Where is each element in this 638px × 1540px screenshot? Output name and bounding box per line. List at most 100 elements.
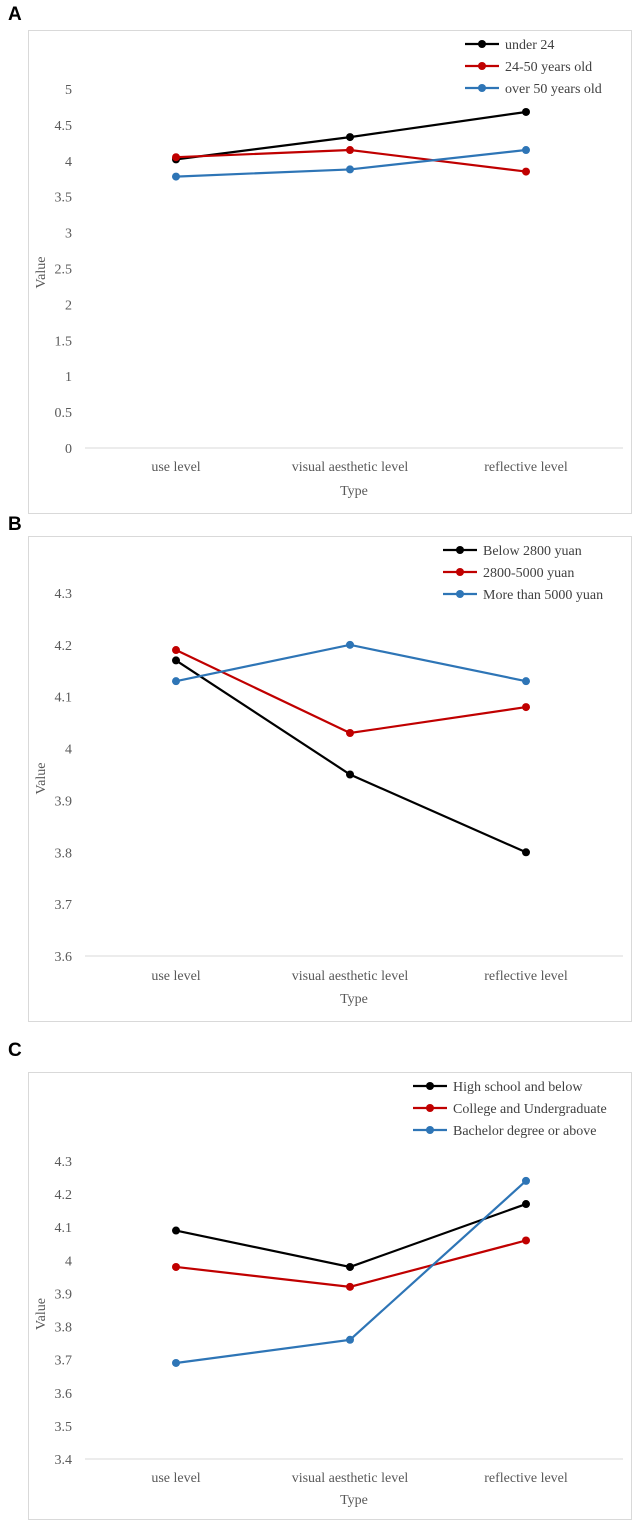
data-point-a-1-0 bbox=[172, 153, 180, 162]
y-tick-label-c-8: 4.2 bbox=[55, 1188, 73, 1203]
x-tick-label-a-1: visual aesthetic level bbox=[292, 460, 409, 475]
legend-label-a-2: over 50 years old bbox=[505, 82, 602, 97]
data-point-b-2-0 bbox=[172, 677, 180, 686]
y-tick-label-b-2: 3.8 bbox=[55, 846, 73, 861]
y-tick-label-a-2: 1 bbox=[65, 370, 72, 385]
legend-marker-a-1 bbox=[478, 62, 486, 70]
legend-marker-a-2 bbox=[478, 84, 486, 92]
data-point-c-0-1 bbox=[346, 1262, 354, 1271]
y-tick-label-c-5: 3.9 bbox=[55, 1287, 73, 1302]
data-point-c-0-0 bbox=[172, 1226, 180, 1235]
legend-label-a-0: under 24 bbox=[505, 38, 554, 53]
legend-marker-c-2 bbox=[426, 1126, 434, 1134]
legend-label-c-1: College and Undergraduate bbox=[453, 1102, 607, 1117]
legend-marker-b-2 bbox=[456, 590, 464, 598]
data-point-a-0-1 bbox=[346, 133, 354, 142]
x-tick-label-a-2: reflective level bbox=[484, 460, 568, 475]
data-point-b-0-0 bbox=[172, 656, 180, 665]
y-axis-title-b: Value bbox=[34, 763, 49, 795]
y-tick-label-c-9: 4.3 bbox=[55, 1155, 73, 1170]
y-tick-label-a-5: 2.5 bbox=[55, 263, 73, 278]
x-axis-title-b: Type bbox=[340, 992, 368, 1007]
chart-a-plot: 0 0.5 1 1.5 2 2.5 3 3.5 4 4.5 5 use level visual aes… bbox=[34, 38, 623, 499]
legend-label-a-1: 24-50 years old bbox=[505, 60, 592, 75]
y-tick-label-c-3: 3.7 bbox=[55, 1354, 73, 1369]
legend-marker-b-1 bbox=[456, 568, 464, 576]
legend-label-c-2: Bachelor degree or above bbox=[453, 1124, 596, 1139]
chart-c: 3.4 3.5 3.6 3.7 3.8 3.9 4 4.1 4.2 4.3 use level vis… bbox=[28, 1072, 632, 1520]
legend-marker-c-1 bbox=[426, 1104, 434, 1112]
y-tick-label-c-0: 3.4 bbox=[55, 1453, 73, 1468]
x-tick-label-a-0: use level bbox=[151, 460, 200, 475]
data-point-c-1-1 bbox=[346, 1282, 354, 1291]
data-point-c-1-0 bbox=[172, 1262, 180, 1271]
data-point-c-1-2 bbox=[522, 1236, 530, 1245]
y-tick-label-a-6: 3 bbox=[65, 227, 72, 242]
data-point-a-0-2 bbox=[522, 107, 530, 116]
chart-b: 3.6 3.7 3.8 3.9 4 4.1 4.2 4.3 use level visual ae… bbox=[28, 536, 632, 1022]
y-tick-label-a-7: 3.5 bbox=[55, 191, 73, 206]
chart-b-plot: 3.6 3.7 3.8 3.9 4 4.1 4.2 4.3 use level visual ae… bbox=[34, 544, 623, 1007]
data-point-a-2-2 bbox=[522, 146, 530, 155]
chart-a: 0 0.5 1 1.5 2 2.5 3 3.5 4 4.5 5 use level visual aes… bbox=[28, 30, 632, 514]
series-line-c-0 bbox=[175, 1203, 527, 1269]
data-point-c-2-1 bbox=[346, 1335, 354, 1344]
data-point-b-0-2 bbox=[522, 848, 530, 857]
y-tick-label-b-5: 4.1 bbox=[55, 691, 73, 706]
data-point-a-1-1 bbox=[346, 146, 354, 155]
panel-letter-a: A bbox=[8, 4, 22, 25]
data-point-a-1-2 bbox=[522, 167, 530, 176]
x-tick-label-c-2: reflective level bbox=[484, 1471, 568, 1486]
legend-label-b-2: More than 5000 yuan bbox=[483, 588, 603, 603]
legend-label-b-0: Below 2800 yuan bbox=[483, 544, 582, 559]
x-tick-label-b-2: reflective level bbox=[484, 969, 568, 984]
y-tick-label-b-4: 4 bbox=[65, 743, 72, 758]
data-point-b-1-0 bbox=[172, 646, 180, 655]
y-tick-label-a-9: 4.5 bbox=[55, 119, 73, 134]
x-tick-label-b-0: use level bbox=[151, 969, 200, 984]
data-point-b-1-1 bbox=[346, 729, 354, 738]
y-tick-label-c-2: 3.6 bbox=[55, 1387, 73, 1402]
x-tick-label-c-1: visual aesthetic level bbox=[292, 1471, 409, 1486]
x-axis-title-a: Type bbox=[340, 484, 368, 499]
x-tick-label-b-1: visual aesthetic level bbox=[292, 969, 409, 984]
y-tick-label-b-6: 4.2 bbox=[55, 639, 73, 654]
y-tick-label-c-6: 4 bbox=[65, 1254, 72, 1269]
legend-label-b-1: 2800-5000 yuan bbox=[483, 566, 574, 581]
data-point-c-2-2 bbox=[522, 1176, 530, 1185]
data-point-a-2-1 bbox=[346, 165, 354, 174]
panel-letter-c: C bbox=[8, 1040, 22, 1061]
y-tick-label-a-0: 0 bbox=[65, 442, 72, 457]
data-point-b-0-1 bbox=[346, 770, 354, 779]
data-point-b-2-2 bbox=[522, 677, 530, 686]
y-tick-label-a-3: 1.5 bbox=[55, 334, 73, 349]
chart-c-plot: 3.4 3.5 3.6 3.7 3.8 3.9 4 4.1 4.2 4.3 use level vis… bbox=[34, 1080, 623, 1508]
data-point-c-2-0 bbox=[172, 1358, 180, 1367]
series-line-b-1 bbox=[175, 649, 527, 735]
y-tick-label-c-4: 3.8 bbox=[55, 1321, 73, 1336]
x-axis-title-c: Type bbox=[340, 1493, 368, 1508]
y-tick-label-b-1: 3.7 bbox=[55, 898, 73, 913]
y-tick-label-a-10: 5 bbox=[65, 83, 72, 98]
panel-letter-b: B bbox=[8, 514, 22, 535]
y-tick-label-a-4: 2 bbox=[65, 298, 72, 313]
data-point-c-0-2 bbox=[522, 1200, 530, 1209]
legend-marker-c-0 bbox=[426, 1082, 434, 1090]
y-tick-label-a-8: 4 bbox=[65, 155, 72, 170]
y-tick-label-a-1: 0.5 bbox=[55, 406, 73, 421]
y-tick-label-b-3: 3.9 bbox=[55, 794, 73, 809]
legend-marker-b-0 bbox=[456, 546, 464, 554]
y-axis-title-c: Value bbox=[34, 1298, 49, 1330]
data-point-b-1-2 bbox=[522, 703, 530, 712]
legend-label-c-0: High school and below bbox=[453, 1080, 583, 1095]
y-axis-title-a: Value bbox=[34, 257, 49, 289]
y-tick-label-b-7: 4.3 bbox=[55, 587, 73, 602]
data-point-b-2-1 bbox=[346, 640, 354, 649]
series-line-b-0 bbox=[175, 659, 527, 854]
y-tick-label-b-0: 3.6 bbox=[55, 950, 73, 965]
y-tick-label-c-7: 4.1 bbox=[55, 1221, 73, 1236]
legend-marker-a-0 bbox=[478, 40, 486, 48]
x-tick-label-c-0: use level bbox=[151, 1471, 200, 1486]
y-tick-label-c-1: 3.5 bbox=[55, 1420, 73, 1435]
data-point-a-2-0 bbox=[172, 172, 180, 181]
